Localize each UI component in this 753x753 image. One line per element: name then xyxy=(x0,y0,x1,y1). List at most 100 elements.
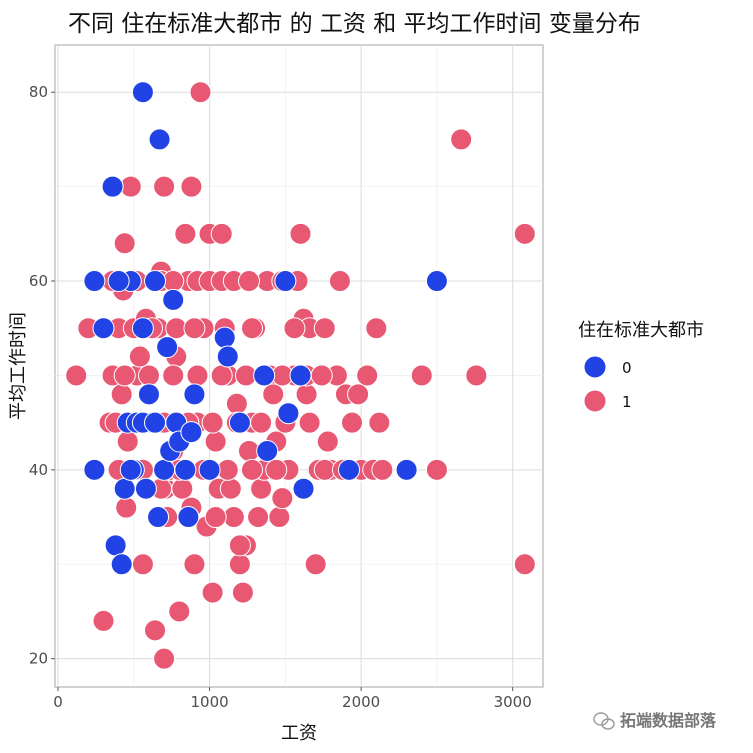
data-point xyxy=(225,392,248,415)
data-point xyxy=(341,411,364,434)
data-point xyxy=(198,458,221,481)
data-point xyxy=(347,383,370,406)
data-point xyxy=(204,430,227,453)
data-points xyxy=(65,81,536,670)
data-point xyxy=(213,326,236,349)
data-point xyxy=(131,553,154,576)
data-point xyxy=(365,317,388,340)
y-tick-label: 20 xyxy=(29,650,48,668)
data-point xyxy=(310,364,333,387)
data-point xyxy=(216,345,239,368)
data-point xyxy=(144,270,167,293)
data-point xyxy=(186,364,209,387)
data-point xyxy=(156,336,179,359)
data-point xyxy=(513,553,536,576)
data-point xyxy=(262,383,285,406)
data-point xyxy=(289,364,312,387)
data-point xyxy=(241,317,264,340)
data-point xyxy=(277,402,300,425)
data-point xyxy=(92,609,115,632)
data-point xyxy=(183,553,206,576)
data-point xyxy=(180,421,203,444)
data-point xyxy=(183,383,206,406)
legend-swatch-0 xyxy=(583,355,607,379)
data-point xyxy=(83,458,106,481)
data-point xyxy=(113,364,136,387)
data-point xyxy=(144,619,167,642)
data-point xyxy=(210,222,233,245)
data-point xyxy=(237,270,260,293)
data-point xyxy=(410,364,433,387)
legend-label-1: 1 xyxy=(622,393,632,411)
x-axis-title: 工资 xyxy=(281,723,317,744)
data-point xyxy=(292,477,315,500)
data-point xyxy=(450,128,473,151)
data-point xyxy=(101,175,124,198)
data-point xyxy=(171,477,194,500)
data-point xyxy=(241,458,264,481)
data-point xyxy=(356,364,379,387)
data-point xyxy=(219,477,242,500)
data-point xyxy=(153,458,176,481)
data-point xyxy=(368,411,391,434)
y-tick-label: 60 xyxy=(29,272,48,290)
data-point xyxy=(189,81,212,104)
data-point xyxy=(513,222,536,245)
data-point xyxy=(274,270,297,293)
legend: 住在标准大都市 0 1 xyxy=(578,320,704,413)
data-point xyxy=(183,317,206,340)
data-point xyxy=(283,317,306,340)
data-point xyxy=(83,270,106,293)
watermark-text: 拓端数据部落 xyxy=(620,711,717,730)
y-axis-ticks: 20 40 60 80 xyxy=(29,83,55,668)
data-point xyxy=(174,222,197,245)
data-point xyxy=(131,81,154,104)
data-point xyxy=(177,506,200,529)
data-point xyxy=(204,506,227,529)
data-point xyxy=(250,411,273,434)
legend-title: 住在标准大都市 xyxy=(578,320,704,341)
data-point xyxy=(110,383,133,406)
y-axis-title: 平均工作时间 xyxy=(8,312,29,420)
y-tick-label: 40 xyxy=(29,461,48,479)
data-point xyxy=(116,430,139,453)
data-point xyxy=(65,364,88,387)
data-point xyxy=(137,364,160,387)
x-tick-label: 2000 xyxy=(342,693,380,711)
data-point xyxy=(147,506,170,529)
data-point xyxy=(113,477,136,500)
y-tick-label: 80 xyxy=(29,83,48,101)
data-point xyxy=(425,458,448,481)
data-point xyxy=(174,458,197,481)
data-point xyxy=(180,175,203,198)
data-point xyxy=(256,439,279,462)
data-point xyxy=(268,506,291,529)
data-point xyxy=(162,364,185,387)
data-point xyxy=(371,458,394,481)
data-point xyxy=(231,581,254,604)
plot-area: 0 1000 2000 3000 20 40 60 80 xyxy=(29,44,544,711)
data-point xyxy=(168,600,191,623)
data-point xyxy=(228,534,251,557)
data-point xyxy=(271,487,294,510)
x-tick-label: 1000 xyxy=(190,693,228,711)
data-point xyxy=(128,345,151,368)
watermark: 拓端数据部落 xyxy=(593,711,717,730)
data-point xyxy=(162,288,185,311)
data-point xyxy=(298,411,321,434)
data-point xyxy=(250,477,273,500)
data-point xyxy=(131,317,154,340)
data-point xyxy=(153,647,176,670)
data-point xyxy=(295,383,318,406)
data-point xyxy=(110,553,133,576)
data-point xyxy=(113,232,136,255)
data-point xyxy=(316,430,339,453)
data-point xyxy=(137,383,160,406)
data-point xyxy=(134,477,157,500)
data-point xyxy=(313,317,336,340)
x-tick-label: 3000 xyxy=(494,693,532,711)
data-point xyxy=(115,496,138,519)
wechat-icon xyxy=(593,712,615,730)
data-point xyxy=(395,458,418,481)
